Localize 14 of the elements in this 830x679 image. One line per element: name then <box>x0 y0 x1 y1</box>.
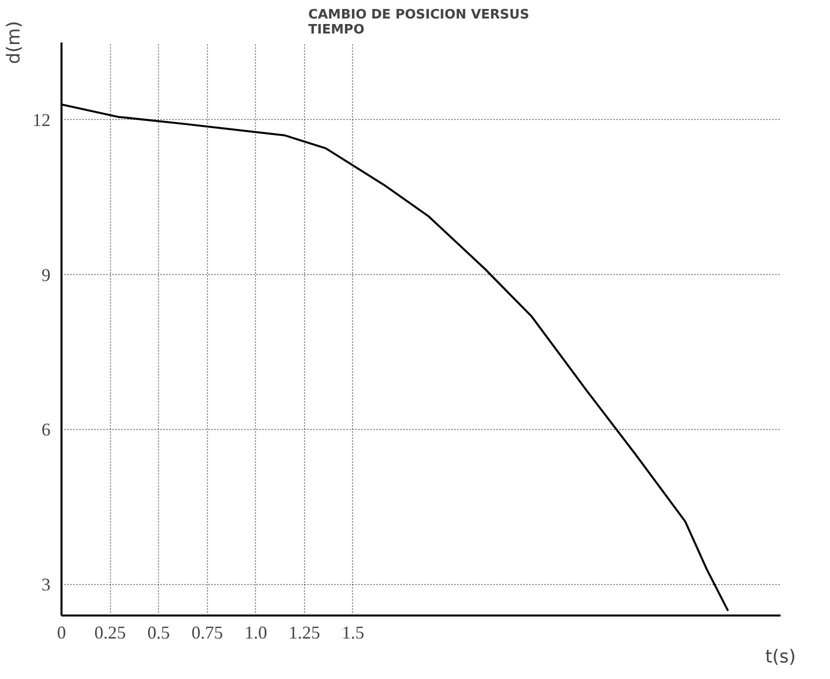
y-tick-label: 12 <box>32 110 50 130</box>
y-tick-label: 9 <box>42 264 50 285</box>
x-tick-label: 0.5 <box>147 622 170 642</box>
x-axis-title: t(s) <box>765 646 796 668</box>
x-tick-label: 0 <box>57 622 66 642</box>
x-tick-label: 1.5 <box>342 622 364 642</box>
y-tick-label: 3 <box>42 574 50 595</box>
x-tick-label: 0.75 <box>191 622 223 642</box>
x-tick-label: 0.25 <box>94 622 126 642</box>
x-tick-label: 1.25 <box>288 622 320 642</box>
chart-title: CAMBIO DE POSICION VERSUS TIEMPO <box>308 8 530 38</box>
y-tick-label: 6 <box>42 420 50 440</box>
y-axis-title: d(m) <box>4 20 24 64</box>
x-tick-label: 1.0 <box>244 622 268 642</box>
